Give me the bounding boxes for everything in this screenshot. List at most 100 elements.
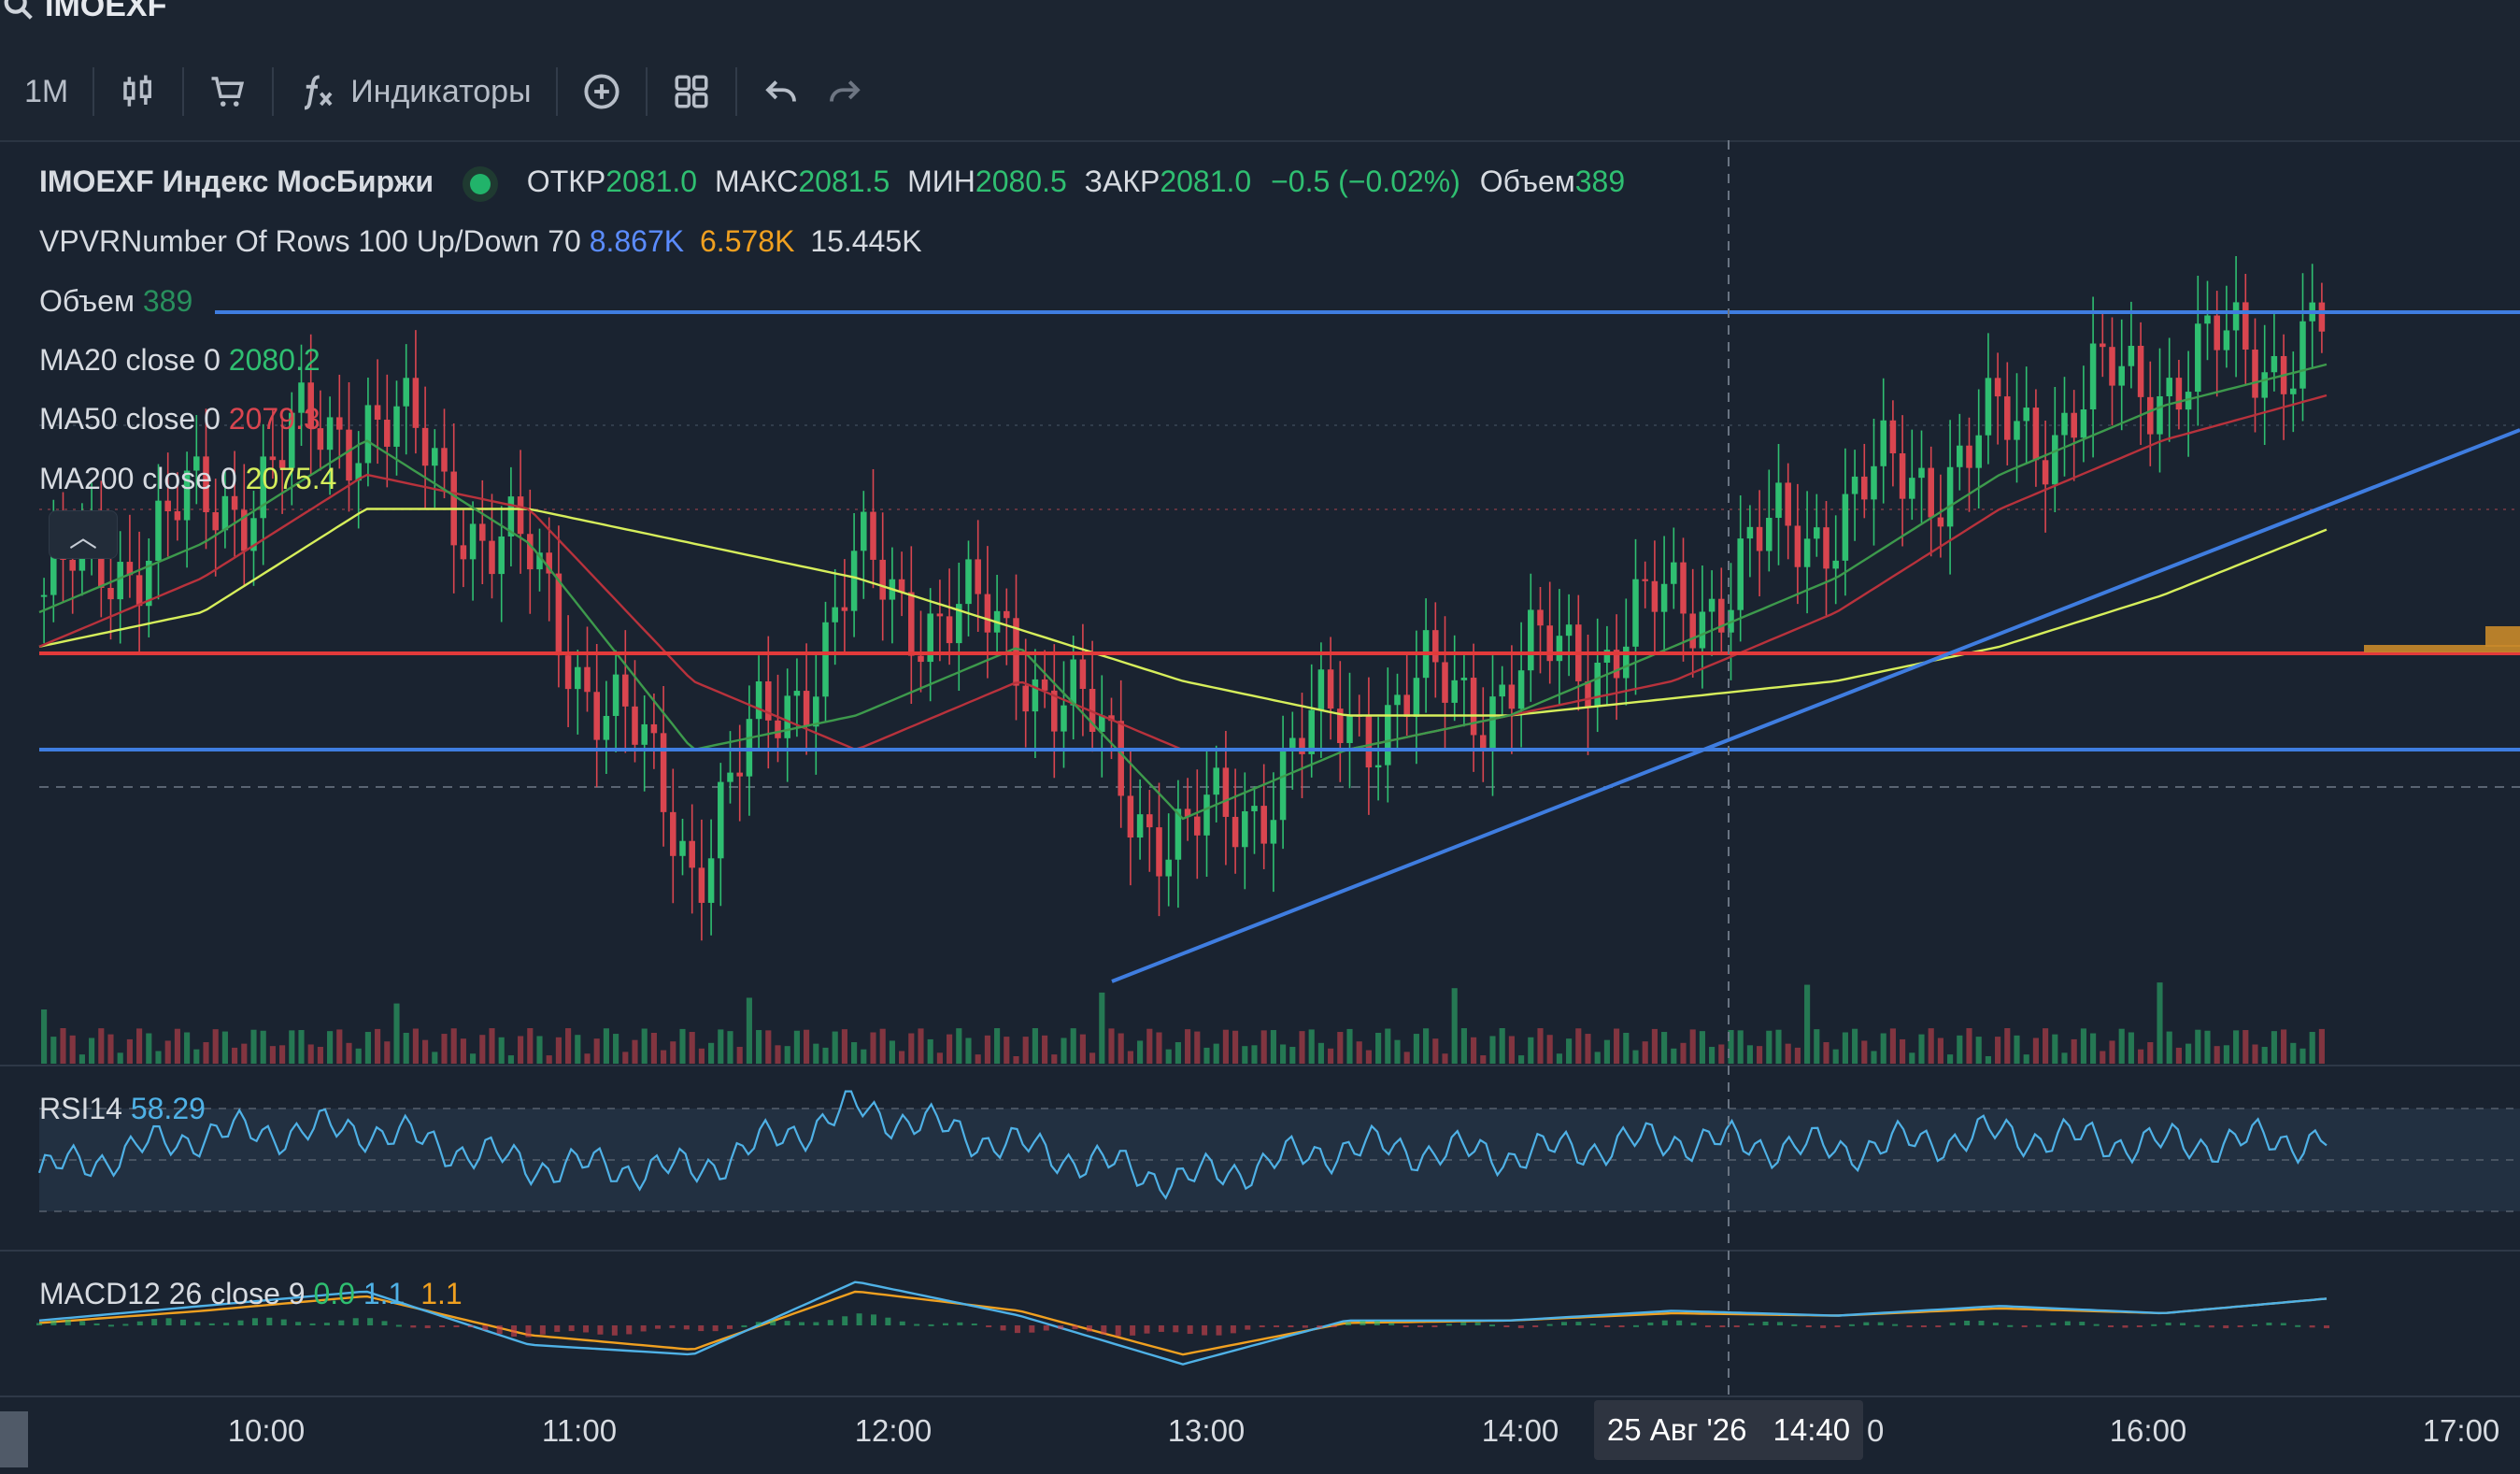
candle-body [2042, 460, 2049, 485]
volume-bar [1004, 1037, 1010, 1064]
rsi-pane [37, 1090, 2520, 1212]
volume-bar [412, 1028, 419, 1064]
candle-body [1118, 721, 1124, 796]
chart-grid [0, 424, 2520, 1397]
symbol-search[interactable]: IMOEXF [0, 0, 166, 24]
volume-bar [2223, 1045, 2229, 1064]
x-axis-tick: 14:00 [1481, 1413, 1559, 1448]
candle-body [1975, 435, 1982, 468]
volume-bar [1594, 1052, 1601, 1064]
candle-body [498, 536, 505, 575]
candle-body [527, 534, 534, 570]
volume-bar [1385, 1028, 1391, 1064]
candle-body [1385, 705, 1391, 766]
candle-body [2100, 343, 2106, 348]
volume-bar [1280, 1044, 1287, 1064]
volume-bar [575, 1035, 581, 1064]
volume-bar [2299, 1048, 2306, 1064]
macd-histogram-bar [165, 1318, 172, 1325]
candle-body [1004, 610, 1010, 619]
macd-histogram-bar [338, 1320, 345, 1325]
volume-bar [584, 1053, 591, 1064]
ma50-legend[interactable]: MA50 close 0 2079.3 [39, 402, 320, 436]
macd-histogram-bar [957, 1322, 963, 1325]
volume-bar [470, 1053, 477, 1064]
volume-bar [1251, 1045, 1258, 1064]
candle-body [2080, 409, 2087, 438]
candle-body [1499, 684, 1505, 697]
ma20-legend[interactable]: MA20 close 0 2080.2 [39, 343, 320, 378]
candle-body [984, 594, 991, 633]
search-input[interactable]: IMOEXF [45, 0, 167, 23]
volume-legend[interactable]: Объем 389 [39, 284, 192, 319]
candle-body [698, 867, 705, 903]
macd-histogram-bar [899, 1321, 905, 1325]
ma200-legend[interactable]: MA200 close 0 2075.4 [39, 462, 336, 496]
candle-body [1470, 678, 1477, 736]
candle-body [1299, 737, 1305, 754]
macd-histogram-bar [179, 1319, 186, 1325]
macd-histogram-bar [2324, 1325, 2329, 1329]
candle-body [1594, 662, 1601, 708]
candle-body [1623, 646, 1630, 679]
candle-body [1127, 795, 1134, 838]
add-button[interactable] [558, 62, 646, 122]
volume-bar [507, 1055, 514, 1064]
macd-histogram-bar [50, 1320, 57, 1325]
candle-body [241, 509, 248, 551]
side-panel-tab[interactable] [0, 1411, 28, 1467]
indicators-label: Индикаторы [350, 73, 532, 109]
candle-body [1489, 696, 1496, 749]
vpvr-total-value: 15.445K [810, 224, 922, 258]
volume-bar [536, 1036, 543, 1064]
interval-button[interactable]: 1M [24, 73, 69, 109]
volume-bar [1794, 1047, 1801, 1064]
volume-bar [1471, 1037, 1477, 1064]
candle-body [1041, 679, 1048, 691]
chart-type-button[interactable] [94, 62, 182, 122]
volume-bar [2138, 1049, 2144, 1064]
volume-bar [2071, 1038, 2077, 1064]
trade-button[interactable] [184, 62, 272, 122]
vpvr-legend[interactable]: VPVRNumber Of Rows 100 Up/Down 70 8.867K… [39, 224, 922, 259]
collapse-legend-button[interactable]: ︿ [49, 510, 118, 559]
candle-body [975, 559, 981, 594]
volume-bar [2290, 1042, 2297, 1064]
rsi-legend[interactable]: RSI14 58.29 [39, 1092, 206, 1126]
volume-bar [1566, 1038, 1573, 1064]
volume-bar [1460, 1028, 1467, 1064]
volume-bar [1146, 1028, 1153, 1064]
macd-legend[interactable]: MACD12 26 close 9 0.0 1.1 1.1 [39, 1277, 463, 1311]
undo-button[interactable] [737, 62, 825, 122]
macd-histogram-bar [2309, 1325, 2315, 1328]
volume-bar [203, 1041, 209, 1064]
candle-body [2118, 365, 2125, 386]
macd-histogram-bar [1647, 1322, 1654, 1325]
candle-body [1613, 650, 1620, 679]
macd-histogram-bar [2252, 1324, 2258, 1326]
candle-body [564, 655, 572, 690]
volume-bar [184, 1032, 191, 1064]
volume-bar [212, 1029, 219, 1064]
volume-bar [1689, 1029, 1696, 1064]
macd-histogram-bar [971, 1323, 977, 1325]
candle-body [1442, 662, 1448, 703]
volume-bar [1032, 1028, 1038, 1064]
volume-bar [193, 1049, 200, 1064]
indicators-button[interactable]: Индикаторы [274, 62, 555, 122]
candle-body [546, 552, 552, 574]
macd-histogram-bar [655, 1325, 662, 1329]
macd-histogram-bar [1000, 1325, 1006, 1331]
volume-bar [1185, 1029, 1191, 1064]
volume-bar [2242, 1030, 2249, 1064]
layouts-button[interactable] [648, 62, 735, 122]
macd-histogram-bar [1317, 1325, 1323, 1328]
volume-bar [879, 1028, 886, 1064]
redo-button[interactable] [825, 62, 889, 122]
macd-histogram-bar [2021, 1325, 2028, 1327]
candle-body [2290, 388, 2297, 394]
candle-body [231, 495, 238, 510]
volume-bar [393, 1003, 400, 1064]
macd-histogram-bar [64, 1319, 71, 1325]
